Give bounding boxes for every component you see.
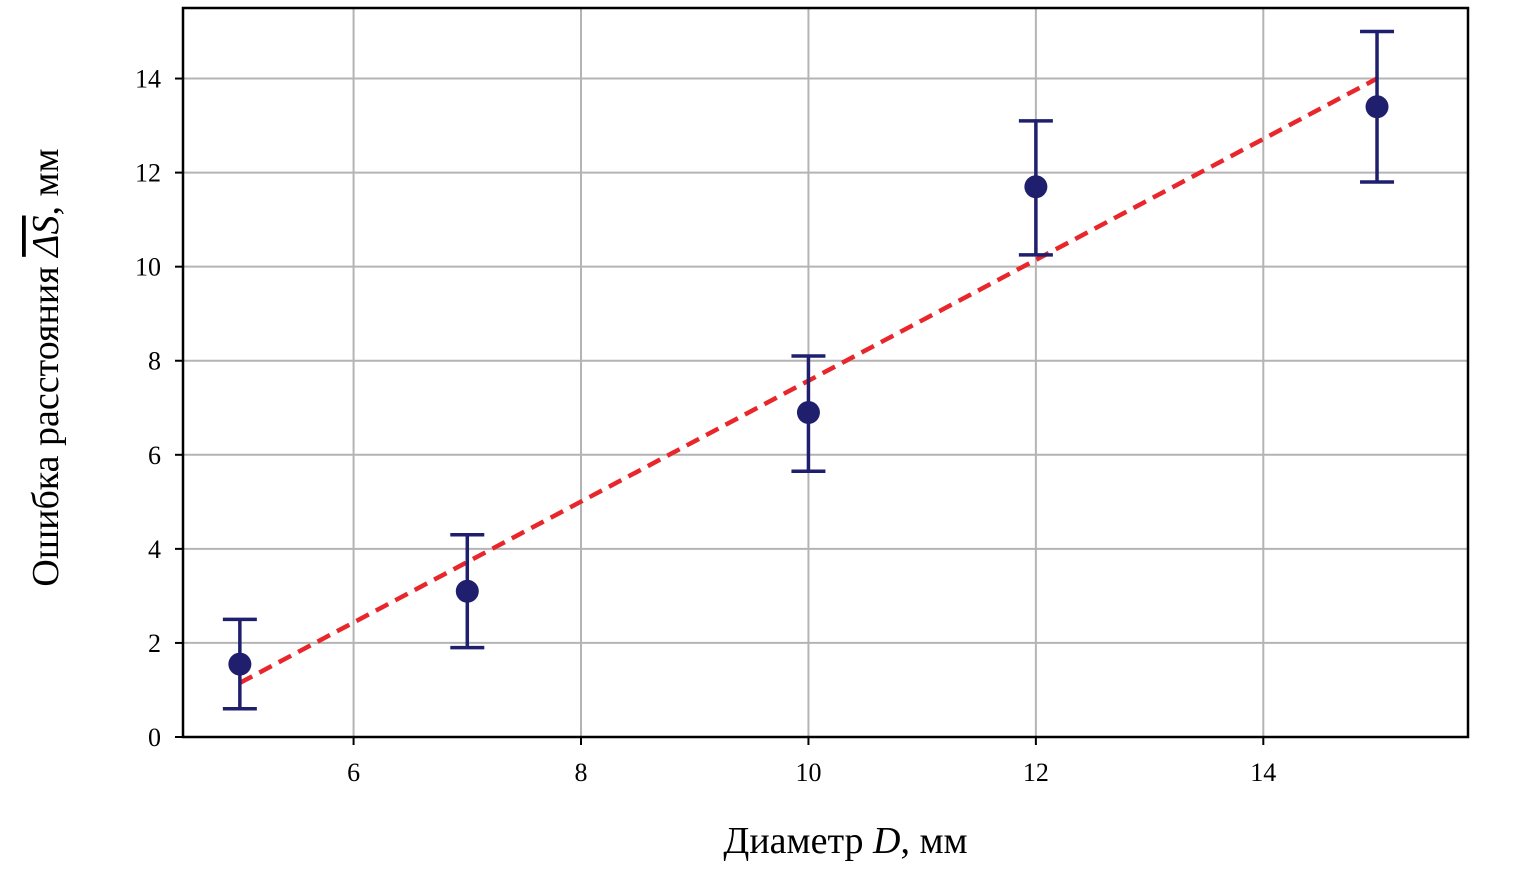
y-axis-title-var: ΔS	[25, 216, 67, 259]
data-point	[455, 579, 479, 603]
data-point	[796, 400, 820, 424]
y-tick-label-10: 10	[135, 253, 161, 282]
data-points-group	[222, 29, 1395, 711]
x-tick-label-6: 6	[347, 758, 360, 787]
data-point-group	[1018, 119, 1053, 257]
y-tick-label-2: 2	[148, 629, 161, 658]
y-axis-title-post: , мм	[25, 148, 67, 215]
y-tick-label-6: 6	[148, 441, 161, 470]
data-point-group	[450, 533, 485, 650]
y-tick-label-14: 14	[135, 65, 161, 94]
x-axis-title-post: , мм	[900, 820, 967, 862]
data-point-group	[222, 617, 257, 711]
y-axis-title: Ошибка расстояния ΔS, мм	[25, 148, 67, 586]
y-tick-label-4: 4	[148, 535, 161, 564]
x-tick-label-10: 10	[795, 758, 821, 787]
y-axis-title-pre: Ошибка расстояния	[25, 257, 67, 587]
data-point	[228, 652, 252, 676]
plot-area-frame	[181, 6, 1470, 739]
y-tick-label-12: 12	[135, 159, 161, 188]
y-tick-label-8: 8	[148, 347, 161, 376]
data-point	[1365, 95, 1389, 119]
x-tick-label-8: 8	[575, 758, 588, 787]
data-point-group	[1360, 29, 1395, 184]
data-point-group	[791, 354, 826, 474]
x-axis-title: Диаметр D, мм	[723, 820, 967, 862]
x-axis-title-pre: Диаметр	[723, 820, 873, 862]
data-point	[1024, 175, 1048, 199]
y-tick-label-0: 0	[148, 723, 161, 752]
x-tick-label-14: 14	[1250, 758, 1276, 787]
axis-ticks: 6 8 10 12 14 0 2 4 6 8 10 12 14	[135, 65, 1276, 787]
x-axis-title-var: D	[872, 820, 900, 862]
x-tick-label-12: 12	[1023, 758, 1049, 787]
